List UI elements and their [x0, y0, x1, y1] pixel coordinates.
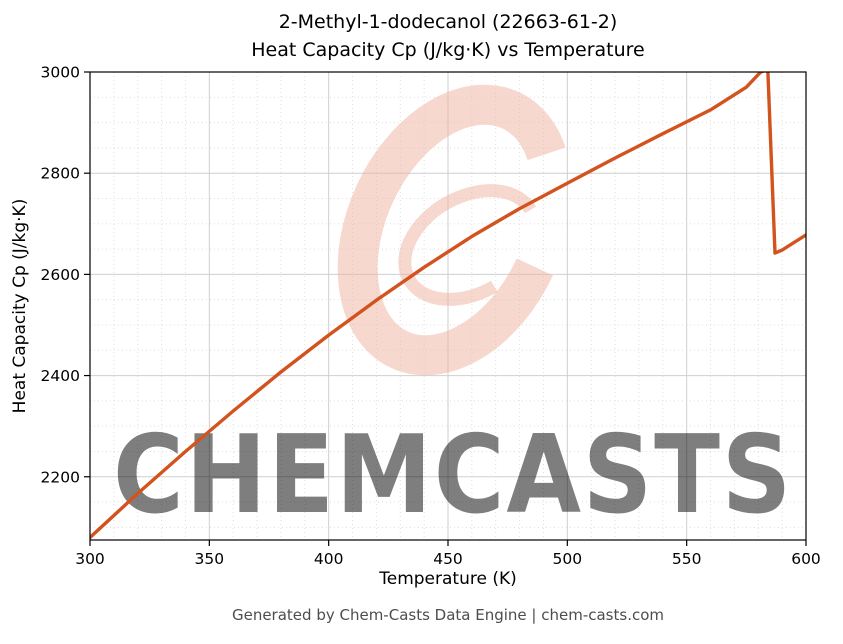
- watermark-text: CHEMCASTS: [113, 413, 793, 538]
- watermark-layer: CHEMCASTS: [113, 84, 793, 538]
- x-tick-label: 600: [791, 550, 821, 568]
- x-tick-label: 400: [314, 550, 344, 568]
- cp-curve: [90, 72, 806, 540]
- x-tick-label: 500: [553, 550, 583, 568]
- x-tick-label: 300: [75, 550, 105, 568]
- x-tick-label: 550: [672, 550, 702, 568]
- footer-credit: Generated by Chem-Casts Data Engine | ch…: [231, 606, 665, 624]
- chart-title-line2: Heat Capacity Cp (J/kg·K) vs Temperature: [251, 38, 645, 61]
- chart-title-line1: 2-Methyl-1-dodecanol (22663-61-2): [278, 11, 618, 33]
- watermark-logo-inner-swirl: [398, 184, 542, 306]
- axis-ticks: 300 350 400 450 500 550 600 2200 2400 2600 2800 300…: [41, 64, 821, 569]
- y-tick-label: 2600: [41, 266, 80, 284]
- y-axis-label: Heat Capacity Cp (J/kg·K): [10, 199, 30, 414]
- chart-title: 2-Methyl-1-dodecanol (22663-61-2) Heat C…: [53, 9, 843, 64]
- watermark-logo-ring: [337, 84, 573, 376]
- y-tick-label: 2800: [41, 165, 80, 183]
- y-tick-label: 3000: [41, 64, 80, 82]
- grid-layer: [89, 71, 807, 540]
- y-tick-label: 2400: [41, 367, 80, 385]
- x-axis-label: Temperature (K): [378, 569, 517, 589]
- y-tick-label: 2200: [41, 468, 80, 486]
- x-tick-label: 350: [195, 550, 225, 568]
- x-tick-label: 450: [433, 550, 463, 568]
